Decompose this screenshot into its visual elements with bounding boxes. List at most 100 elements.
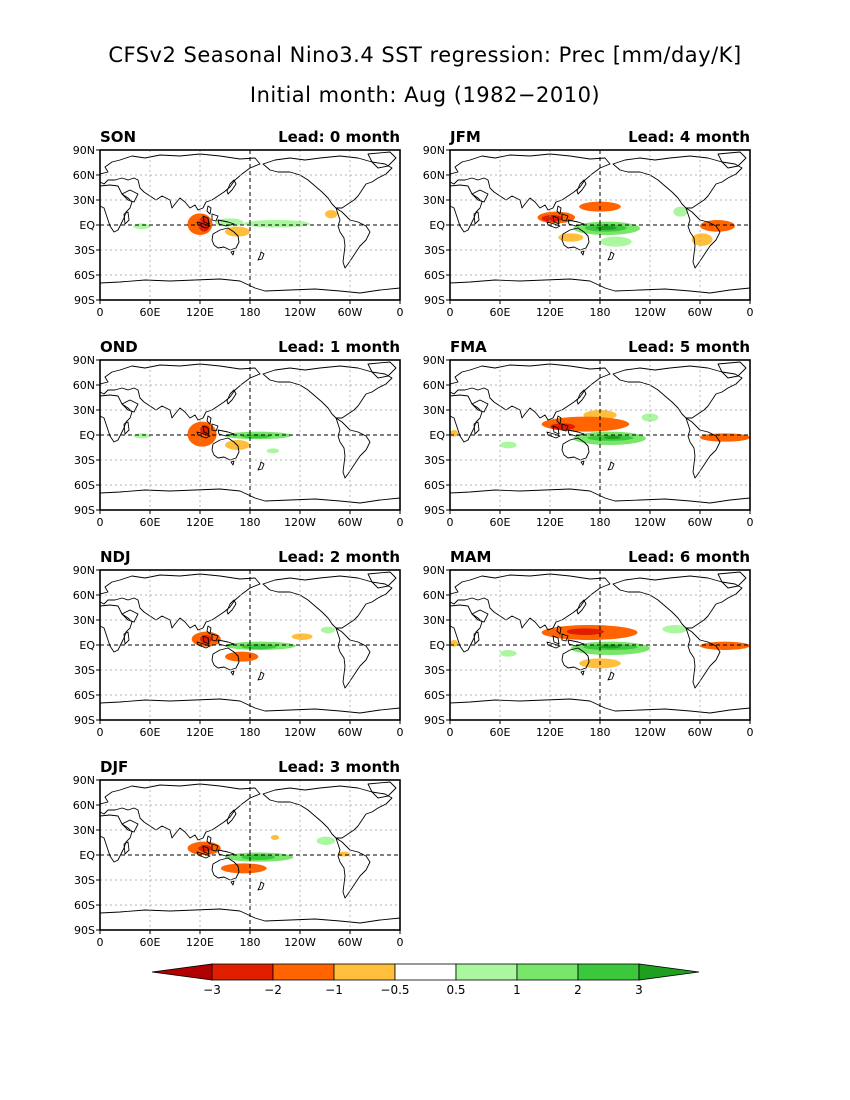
x-tick-label: 120W — [284, 516, 316, 529]
colorbar-segment — [577, 963, 640, 981]
colorbar-label: −1 — [325, 983, 343, 997]
x-tick-label: 60E — [490, 306, 511, 319]
y-tick-label: 30N — [73, 194, 95, 207]
colorbar-segment — [394, 963, 457, 981]
x-tick-label: 60W — [338, 516, 363, 529]
y-tick-label: 90S — [424, 504, 445, 517]
regression-region — [450, 640, 459, 647]
regression-region — [673, 206, 688, 217]
regression-region — [700, 641, 750, 650]
y-tick-label: 30N — [73, 824, 95, 837]
y-tick-label: 30N — [423, 404, 445, 417]
regression-region — [225, 651, 259, 662]
panel-season-label: FMA — [450, 338, 487, 356]
colorbar: −3 −2 −1 −0.5 0.5 1 2 3 — [151, 963, 700, 997]
y-tick-label: 60S — [424, 269, 445, 282]
regression-region — [243, 220, 310, 228]
regression-region — [604, 435, 621, 440]
regression-region — [500, 650, 517, 657]
x-tick-label: 60E — [490, 726, 511, 739]
colorbar-label: 3 — [635, 983, 643, 997]
x-tick-label: 0 — [97, 726, 104, 739]
panel-lead-label: Lead: 6 month — [628, 548, 750, 566]
y-tick-label: 30N — [73, 614, 95, 627]
y-tick-label: 30S — [424, 454, 445, 467]
gridlines — [450, 570, 750, 720]
x-tick-label: 60W — [688, 306, 713, 319]
x-tick-label: 0 — [397, 306, 404, 319]
x-tick-label: 60W — [338, 306, 363, 319]
y-tick-label: EQ — [79, 429, 95, 442]
regression-region — [266, 448, 280, 454]
regression-region — [541, 215, 563, 222]
gridlines — [100, 780, 400, 930]
x-tick-label: 0 — [747, 306, 754, 319]
colorbar-label: 2 — [574, 983, 582, 997]
x-tick-label: 0 — [97, 516, 104, 529]
colorbar-segment — [211, 963, 274, 981]
panel-lead-label: Lead: 3 month — [278, 758, 400, 776]
regression-region — [566, 628, 605, 635]
x-tick-label: 0 — [97, 306, 104, 319]
colorbar-arrow-high — [638, 963, 700, 981]
y-tick-label: EQ — [429, 429, 445, 442]
regression-region — [558, 233, 584, 242]
panel-season-label: JFM — [449, 128, 481, 146]
regression-region — [270, 835, 280, 840]
x-tick-label: 120W — [634, 726, 666, 739]
x-tick-label: 120E — [536, 516, 564, 529]
y-tick-label: 30S — [74, 454, 95, 467]
regression-field — [133, 421, 292, 454]
x-tick-label: 180 — [590, 726, 611, 739]
x-tick-label: 180 — [240, 306, 261, 319]
y-tick-label: 90N — [423, 354, 445, 367]
x-tick-label: 0 — [747, 726, 754, 739]
panel-season-label: NDJ — [100, 548, 131, 566]
x-tick-label: 180 — [240, 726, 261, 739]
x-tick-label: 120E — [186, 936, 214, 949]
colorbar-segment — [333, 963, 396, 981]
x-tick-label: 180 — [240, 516, 261, 529]
x-tick-label: 180 — [590, 306, 611, 319]
x-tick-label: 0 — [397, 726, 404, 739]
regression-region — [291, 633, 313, 640]
colorbar-segment — [455, 963, 518, 981]
x-tick-label: 120E — [536, 306, 564, 319]
regression-region — [220, 863, 267, 874]
figure-title: CFSv2 Seasonal Nino3.4 SST regression: P… — [108, 43, 741, 67]
x-tick-label: 180 — [240, 936, 261, 949]
y-tick-label: 60S — [424, 479, 445, 492]
colorbar-label: −2 — [264, 983, 282, 997]
regression-region — [450, 430, 459, 437]
y-tick-label: EQ — [79, 639, 95, 652]
regression-region — [550, 423, 575, 430]
y-tick-label: 90S — [74, 714, 95, 727]
y-tick-label: 90S — [74, 504, 95, 517]
regression-region — [700, 220, 735, 232]
x-tick-label: 120W — [284, 306, 316, 319]
y-tick-label: 90N — [423, 564, 445, 577]
y-tick-label: 30N — [423, 194, 445, 207]
y-tick-label: 90N — [73, 774, 95, 787]
colorbar-segment — [516, 963, 579, 981]
y-tick-label: 60N — [73, 169, 95, 182]
y-tick-label: 30N — [423, 614, 445, 627]
x-tick-label: 60E — [490, 516, 511, 529]
y-tick-label: 60S — [74, 479, 95, 492]
panel-lead-label: Lead: 5 month — [628, 338, 750, 356]
map-panel-fma: FMA Lead: 5 month 90N 60N 30N EQ 30S 60S 90S 0 60E… — [423, 338, 754, 529]
y-tick-label: EQ — [429, 219, 445, 232]
x-tick-label: 0 — [447, 726, 454, 739]
y-tick-label: 90S — [74, 294, 95, 307]
gridlines — [100, 570, 400, 720]
x-tick-label: 120W — [634, 516, 666, 529]
x-tick-label: 60E — [140, 306, 161, 319]
y-tick-label: 60N — [423, 379, 445, 392]
x-tick-label: 0 — [747, 516, 754, 529]
y-tick-label: 30S — [424, 664, 445, 677]
